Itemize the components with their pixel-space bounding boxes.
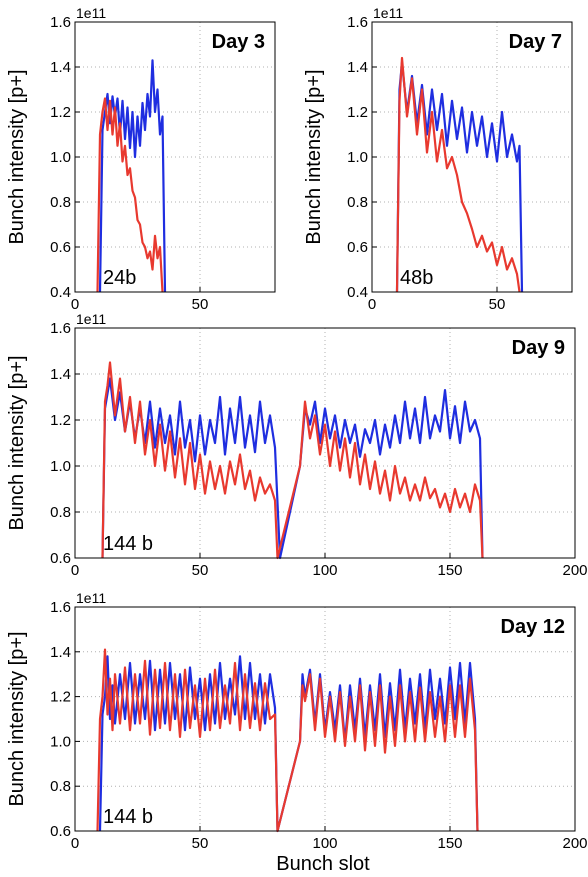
- y-axis-label: Bunch intensity [p+]: [303, 69, 325, 244]
- y-tick-label: 1.2: [50, 689, 71, 706]
- y-axis-label: Bunch intensity [p+]: [6, 631, 28, 806]
- y-tick-label: 1.4: [347, 59, 368, 76]
- y-tick-label: 0.4: [347, 284, 368, 301]
- y-axis-label: Bunch intensity [p+]: [6, 355, 28, 530]
- series-line-red: [395, 56, 521, 293]
- y-tick-label: 1.2: [50, 412, 71, 429]
- y-tick-label: 0.8: [50, 778, 71, 795]
- y-tick-label: 1.6: [347, 14, 368, 31]
- bunch-count-annotation: 24b: [103, 267, 136, 289]
- series-line-red: [96, 97, 164, 293]
- x-tick-label: 50: [192, 562, 209, 579]
- y-tick-label: 1.2: [50, 104, 71, 121]
- x-tick-label: 0: [71, 562, 79, 579]
- y-tick-label: 1.0: [50, 733, 71, 750]
- y-tick-label: 1.4: [50, 366, 71, 383]
- x-tick-label: 0: [71, 835, 79, 852]
- x-tick-label: 150: [437, 835, 462, 852]
- y-tick-label: 1.0: [50, 458, 71, 475]
- panel-title: Day 7: [509, 31, 562, 53]
- y-tick-label: 1.6: [50, 14, 71, 31]
- x-tick-label: 0: [71, 296, 79, 313]
- x-tick-label: 50: [489, 296, 506, 313]
- x-tick-label: 200: [562, 835, 587, 852]
- y-offset-label: 1e11: [76, 311, 106, 327]
- y-tick-label: 0.6: [50, 550, 71, 567]
- y-tick-label: 1.4: [50, 59, 71, 76]
- x-tick-label: 100: [312, 562, 337, 579]
- y-tick-label: 0.8: [347, 194, 368, 211]
- bunch-count-annotation: 48b: [400, 267, 433, 289]
- x-tick-label: 0: [368, 296, 376, 313]
- series-line-red: [101, 361, 484, 560]
- y-tick-label: 1.0: [50, 149, 71, 166]
- y-tick-label: 1.6: [50, 320, 71, 337]
- series-line-blue: [98, 59, 167, 293]
- x-tick-label: 150: [437, 562, 462, 579]
- y-tick-label: 1.2: [347, 104, 368, 121]
- bunch-count-annotation: 144 b: [103, 533, 153, 555]
- y-tick-label: 0.6: [347, 239, 368, 256]
- x-axis-label: Bunch slot: [276, 853, 370, 875]
- y-offset-label: 1e11: [76, 590, 106, 606]
- series-line-blue: [101, 377, 484, 560]
- y-tick-label: 1.6: [50, 599, 71, 616]
- y-tick-label: 0.6: [50, 239, 71, 256]
- x-tick-label: 200: [562, 562, 587, 579]
- y-tick-label: 1.4: [50, 644, 71, 661]
- plot-frame: [74, 327, 576, 559]
- panel-title: Day 12: [501, 616, 566, 638]
- y-offset-label: 1e11: [373, 5, 403, 21]
- y-offset-label: 1e11: [76, 5, 106, 21]
- y-tick-label: 1.0: [347, 149, 368, 166]
- y-axis-label: Bunch intensity [p+]: [6, 69, 28, 244]
- y-tick-label: 0.8: [50, 194, 71, 211]
- bunch-count-annotation: 144 b: [103, 806, 153, 828]
- x-tick-label: 50: [192, 835, 209, 852]
- y-tick-label: 0.8: [50, 504, 71, 521]
- x-tick-label: 100: [312, 835, 337, 852]
- panel-title: Day 9: [512, 337, 565, 359]
- panel-title: Day 3: [212, 31, 265, 53]
- y-tick-label: 0.6: [50, 823, 71, 840]
- y-tick-label: 0.4: [50, 284, 71, 301]
- series-line-red: [96, 648, 479, 833]
- x-tick-label: 50: [192, 296, 209, 313]
